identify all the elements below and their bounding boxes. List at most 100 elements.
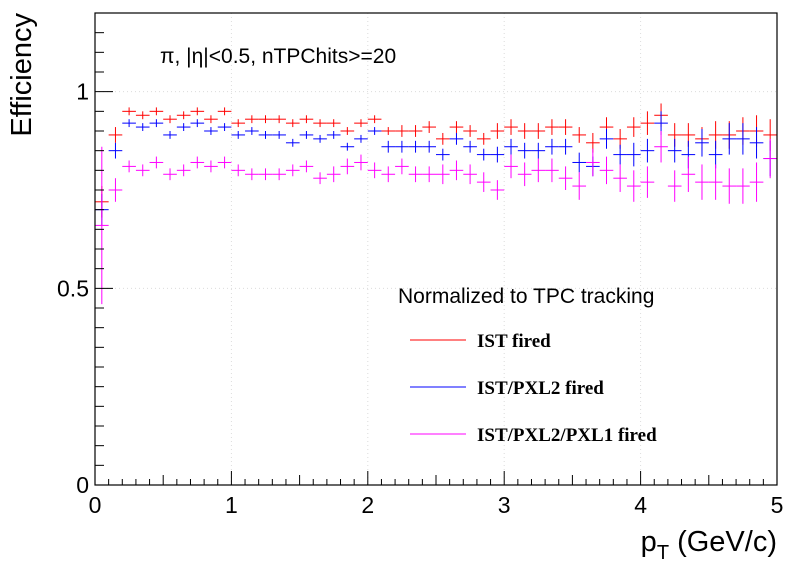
data-point bbox=[517, 123, 532, 139]
x-tick-label: 0 bbox=[89, 492, 102, 518]
data-point bbox=[299, 115, 314, 124]
data-point bbox=[490, 123, 505, 139]
legend-label: IST/PXL2/PXL1 fired bbox=[477, 425, 657, 446]
data-point bbox=[354, 134, 368, 143]
x-axis-label-subscript: T bbox=[657, 542, 669, 564]
data-point bbox=[258, 115, 273, 124]
x-tick-label: 4 bbox=[634, 492, 647, 518]
x-axis-label-main: p bbox=[641, 526, 657, 558]
data-point bbox=[285, 138, 300, 147]
legend-title: Normalized to TPC tracking bbox=[398, 285, 654, 308]
data-point bbox=[395, 140, 409, 153]
data-point bbox=[190, 107, 205, 116]
data-point bbox=[490, 180, 505, 200]
data-point bbox=[231, 164, 246, 177]
x-tick-label: 2 bbox=[361, 492, 374, 518]
data-point bbox=[531, 158, 546, 183]
data-point bbox=[340, 158, 355, 175]
data-point bbox=[449, 132, 464, 145]
data-point bbox=[586, 148, 600, 177]
data-point bbox=[354, 154, 368, 171]
data-point bbox=[313, 134, 327, 143]
data-point bbox=[763, 138, 777, 179]
data-point bbox=[572, 127, 587, 143]
data-point bbox=[367, 162, 382, 179]
data-point bbox=[149, 107, 164, 116]
data-point bbox=[395, 158, 409, 175]
data-point bbox=[367, 115, 382, 124]
data-point bbox=[599, 129, 614, 149]
data-point bbox=[490, 146, 505, 163]
data-point bbox=[217, 107, 232, 116]
data-point bbox=[408, 140, 423, 153]
data-point bbox=[176, 111, 191, 120]
data-point bbox=[217, 156, 232, 169]
data-point bbox=[313, 119, 327, 128]
data-point bbox=[736, 168, 750, 204]
data-point bbox=[354, 119, 368, 128]
series-2 bbox=[95, 111, 777, 226]
data-point bbox=[517, 162, 532, 187]
data-point bbox=[504, 154, 518, 179]
data-point bbox=[326, 166, 341, 183]
data-point bbox=[449, 160, 464, 181]
data-point bbox=[626, 170, 641, 202]
x-tick-label: 5 bbox=[771, 492, 784, 518]
data-point bbox=[463, 164, 477, 185]
data-point bbox=[122, 107, 136, 116]
series-1 bbox=[95, 103, 777, 218]
data-point bbox=[626, 142, 641, 167]
data-point bbox=[436, 148, 450, 161]
data-point bbox=[640, 166, 655, 198]
data-point bbox=[667, 170, 682, 202]
data-point bbox=[367, 127, 382, 135]
data-point bbox=[667, 138, 682, 163]
data-point bbox=[422, 166, 436, 183]
data-point bbox=[695, 129, 709, 157]
data-point bbox=[722, 123, 737, 155]
data-point bbox=[545, 158, 559, 183]
data-point bbox=[258, 131, 273, 139]
data-point bbox=[436, 164, 450, 185]
data-point bbox=[436, 132, 450, 145]
data-point bbox=[695, 164, 709, 200]
data-point bbox=[108, 127, 123, 143]
legend: Normalized to TPC tracking IST fired IST/… bbox=[398, 285, 657, 446]
data-point bbox=[176, 164, 191, 177]
data-point bbox=[463, 140, 477, 153]
data-point bbox=[176, 123, 191, 131]
data-point bbox=[108, 178, 123, 202]
x-tick-label: 1 bbox=[225, 492, 238, 518]
data-point bbox=[95, 146, 109, 305]
data-point bbox=[245, 127, 259, 135]
data-point bbox=[245, 115, 259, 124]
data-point bbox=[613, 164, 627, 192]
data-point bbox=[504, 119, 518, 135]
data-point bbox=[204, 115, 218, 124]
chart-annotation: π, |η|<0.5, nTPChits>=20 bbox=[160, 45, 396, 68]
data-point bbox=[572, 172, 587, 200]
data-point bbox=[517, 142, 532, 159]
data-point bbox=[749, 127, 764, 159]
data-point bbox=[626, 117, 641, 137]
legend-entry: IST/PXL2/PXL1 fired bbox=[410, 425, 657, 446]
x-tick-label: 3 bbox=[498, 492, 511, 518]
data-point bbox=[340, 127, 355, 135]
data-point bbox=[272, 131, 286, 139]
data-point bbox=[531, 142, 546, 159]
data-point bbox=[476, 132, 491, 145]
data-point bbox=[613, 144, 627, 165]
data-point bbox=[722, 168, 737, 204]
data-point bbox=[135, 123, 150, 131]
data-point bbox=[231, 119, 246, 128]
data-point bbox=[340, 142, 355, 151]
data-point bbox=[204, 127, 218, 135]
data-point bbox=[545, 138, 559, 155]
data-point bbox=[381, 166, 396, 183]
data-point bbox=[422, 140, 436, 153]
x-axis-label-rest: (GeV/c) bbox=[669, 526, 777, 558]
data-point bbox=[313, 172, 327, 185]
data-point bbox=[708, 140, 723, 169]
